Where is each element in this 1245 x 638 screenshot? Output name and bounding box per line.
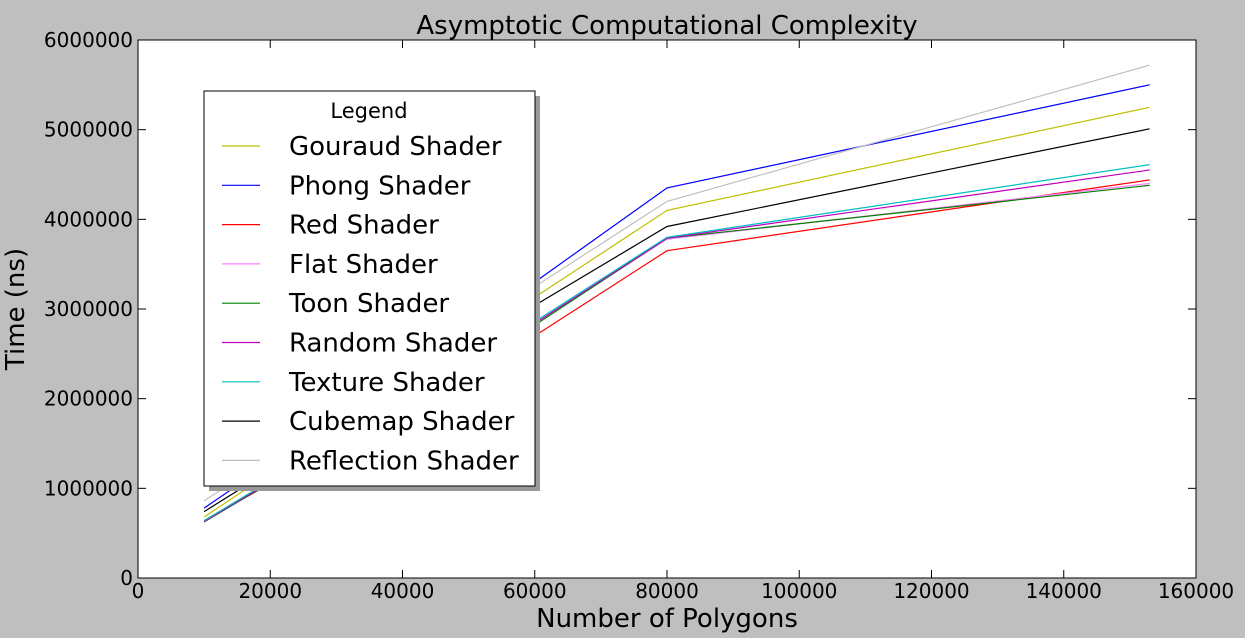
plot-frame xyxy=(137,39,1197,579)
legend-label: Toon Shader xyxy=(288,289,449,319)
y-tick-label: 1000000 xyxy=(44,476,133,500)
legend-label: Flat Shader xyxy=(289,250,438,280)
legend-items: Gouraud Shader Phong Shader Red Shader Flat… xyxy=(222,132,519,476)
y-axis-title: Time (ns) xyxy=(1,248,31,371)
y-tick-label: 6000000 xyxy=(44,28,133,52)
legend-label: Random Shader xyxy=(289,329,497,359)
x-tick-label: 100000 xyxy=(761,579,837,603)
legend-label: Gouraud Shader xyxy=(289,132,502,162)
y-tick-label: 0 xyxy=(120,566,133,590)
x-tick-label: 0 xyxy=(132,579,145,603)
x-tick-label: 140000 xyxy=(1026,579,1102,603)
legend: Legend Gouraud Shader Phong Shader Red Sha… xyxy=(203,90,540,491)
legend-label: Reflection Shader xyxy=(289,446,519,476)
x-tick-label: 80000 xyxy=(635,579,699,603)
y-tick-label: 5000000 xyxy=(44,118,133,142)
legend-label: Phong Shader xyxy=(289,171,471,201)
legend-label: Texture Shader xyxy=(288,368,485,398)
y-tick-label: 2000000 xyxy=(44,387,133,411)
x-tick-label: 120000 xyxy=(893,579,969,603)
x-tick-label: 40000 xyxy=(371,579,435,603)
x-axis-title: Number of Polygons xyxy=(536,604,798,634)
legend-box xyxy=(203,90,536,487)
x-tick-label: 20000 xyxy=(238,579,302,603)
tick-layer: 0 20000 40000 60000 80000 100000 120000 140000 1… xyxy=(44,28,1234,603)
x-tick-label: 60000 xyxy=(503,579,567,603)
legend-title: Legend xyxy=(330,99,407,123)
legend-label: Red Shader xyxy=(289,211,439,241)
legend-label: Cubemap Shader xyxy=(289,407,515,437)
y-tick-label: 4000000 xyxy=(44,207,133,231)
x-tick-label: 160000 xyxy=(1158,579,1234,603)
chart-title: Asymptotic Computational Complexity xyxy=(416,11,917,41)
y-tick-label: 3000000 xyxy=(44,297,133,321)
